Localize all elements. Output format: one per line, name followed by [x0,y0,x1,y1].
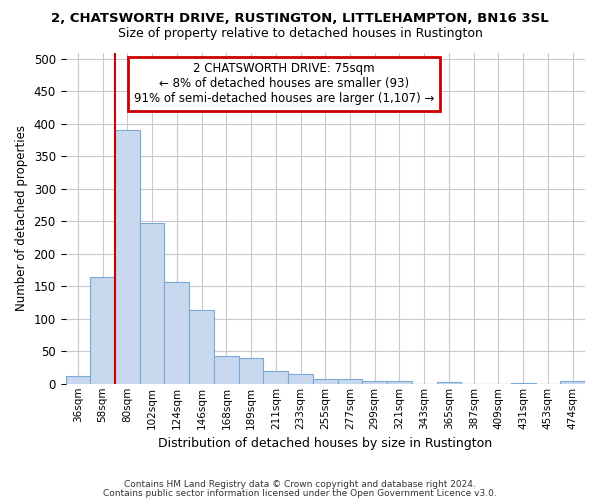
Bar [90,276,115,384]
Text: Contains public sector information licensed under the Open Government Licence v3: Contains public sector information licen… [103,488,497,498]
Y-axis label: Number of detached properties: Number of detached properties [15,125,28,311]
Bar [140,224,164,384]
Bar [189,310,214,384]
Bar [362,380,387,384]
Text: 2 CHATSWORTH DRIVE: 75sqm
← 8% of detached houses are smaller (93)
91% of semi-d: 2 CHATSWORTH DRIVE: 75sqm ← 8% of detach… [134,62,434,106]
Bar [239,358,263,384]
Bar [437,382,461,384]
Bar [115,130,140,384]
Bar [560,381,585,384]
Bar [263,371,288,384]
Bar [65,376,90,384]
Bar [338,379,362,384]
Text: Contains HM Land Registry data © Crown copyright and database right 2024.: Contains HM Land Registry data © Crown c… [124,480,476,489]
Bar [214,356,239,384]
Bar [164,282,189,384]
Bar [511,383,536,384]
Bar [313,378,338,384]
X-axis label: Distribution of detached houses by size in Rustington: Distribution of detached houses by size … [158,437,493,450]
Bar [387,381,412,384]
Text: 2, CHATSWORTH DRIVE, RUSTINGTON, LITTLEHAMPTON, BN16 3SL: 2, CHATSWORTH DRIVE, RUSTINGTON, LITTLEH… [51,12,549,26]
Text: Size of property relative to detached houses in Rustington: Size of property relative to detached ho… [118,28,482,40]
Bar [288,374,313,384]
